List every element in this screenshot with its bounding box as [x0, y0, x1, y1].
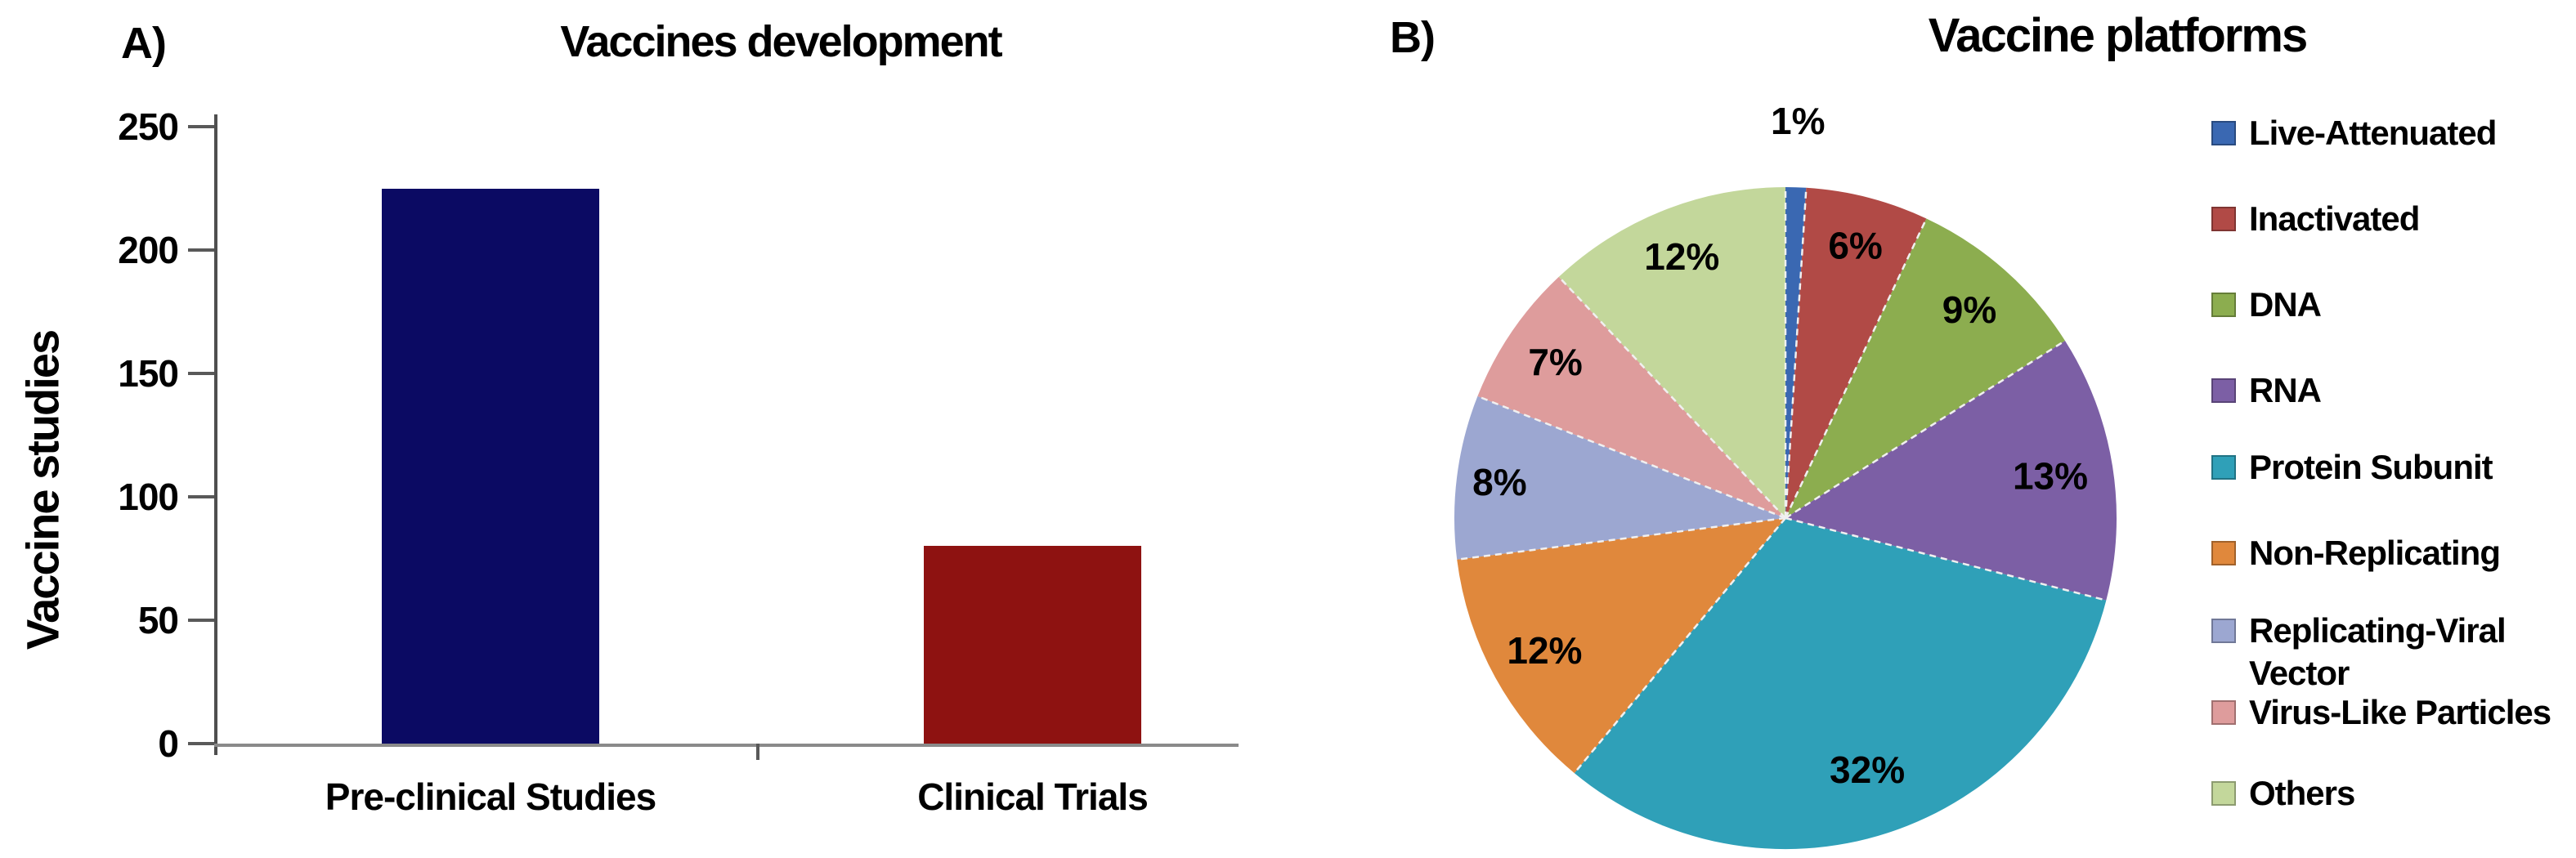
x-axis-divider-tick [756, 744, 759, 760]
pie-slice-divider [1573, 517, 1786, 774]
legend-label: Non-Replicating [2249, 534, 2501, 572]
legend-item: Protein Subunit [2211, 446, 2571, 489]
pie-slice-divider [1785, 339, 2066, 520]
legend-item: Replicating-Viral Vector [2211, 610, 2571, 695]
legend-color-swatch-icon [2211, 541, 2236, 565]
legend-label: Replicating-Viral Vector [2249, 611, 2507, 692]
y-axis-tick-label: 0 [158, 722, 179, 765]
legend-color-swatch-icon [2211, 121, 2236, 145]
legend-item: Live-Attenuated [2211, 112, 2571, 154]
pie-slice-inactivated [1785, 187, 1927, 519]
pie-slice-divider [1784, 217, 1928, 519]
bar-chart: 0 50 100 150 200 250 Pre-clinical Studies Clini… [118, 105, 1239, 818]
pie-slice-label: 12% [1507, 629, 1582, 672]
legend-color-swatch-icon [2211, 378, 2236, 403]
x-axis-line [214, 744, 1239, 747]
y-axis-tick-label: 200 [118, 229, 179, 271]
pie-chart-title: Vaccine platforms [1928, 9, 2308, 62]
y-axis-tick [188, 372, 214, 375]
legend-item: Others [2211, 772, 2571, 815]
legend-color-swatch-icon [2211, 207, 2236, 231]
legend-label: Virus-Like Particles [2249, 693, 2551, 731]
panel-a-label: A) [121, 19, 167, 68]
pie-slice-label: 9% [1942, 288, 1996, 331]
pie-slice-non-replicating [1457, 518, 1785, 774]
pie-slice-label: 12% [1644, 235, 1719, 278]
legend-color-swatch-icon [2211, 619, 2236, 643]
pie-slice-virus-like-particles [1477, 276, 1785, 518]
bar-chart-title: Vaccines development [560, 17, 1002, 66]
legend-label: Live-Attenuated [2249, 114, 2497, 152]
pie-slice-label: 6% [1828, 225, 1882, 267]
pie-slice-label: 13% [2013, 455, 2088, 498]
pie-slice-protein-subunit [1574, 518, 2107, 850]
pie-chart: 1% 6% 9% 13% 32% 12% 8% 7% 12% [1454, 100, 2117, 850]
y-axis-tick [188, 125, 214, 128]
pie-slice-divider [1457, 516, 1786, 561]
legend-item: DNA [2211, 284, 2571, 326]
y-axis-tick-label: 50 [137, 599, 179, 641]
pie-slice-label: 32% [1830, 749, 1905, 791]
y-axis-tick-label: 100 [118, 476, 179, 518]
legend-label: RNA [2249, 371, 2322, 409]
y-axis-tick-label: 150 [118, 352, 179, 395]
legend-item: Inactivated [2211, 198, 2571, 240]
pie-legend: Live-Attenuated Inactivated DNA RNA Protein … [2211, 98, 2576, 858]
bar-clinical-trials [924, 546, 1141, 744]
pie-slice-dna [1785, 218, 2065, 518]
legend-item: Virus-Like Particles [2211, 691, 2571, 734]
legend-color-swatch-icon [2211, 700, 2236, 725]
panel-b-label: B) [1390, 13, 1436, 62]
legend-item: Non-Replicating [2211, 532, 2571, 574]
y-axis-tick [188, 248, 214, 252]
pie-slice-label: 7% [1528, 341, 1582, 383]
pie-slice-others [1558, 187, 1785, 518]
pie-slice-divider [1785, 516, 2107, 601]
legend-label: Inactivated [2249, 199, 2420, 238]
pie-slice-rna [1785, 341, 2117, 601]
pie-slice-divider [1476, 395, 1786, 520]
y-axis-tick [188, 742, 214, 745]
bar-pre-clinical [382, 188, 599, 744]
y-axis-line [214, 114, 217, 755]
pie-slice-divider [1557, 275, 1786, 519]
y-axis-tick [188, 619, 214, 622]
pie-slice-divider [1784, 187, 1808, 519]
legend-color-swatch-icon [2211, 781, 2236, 806]
pie-slice-label: 1% [1771, 100, 1825, 142]
x-category-label: Clinical Trials [917, 775, 1149, 818]
legend-color-swatch-icon [2211, 293, 2236, 317]
y-axis-tick [188, 495, 214, 498]
legend-label: Others [2249, 774, 2355, 812]
y-axis-tick-label: 250 [118, 105, 179, 148]
legend-label: Protein Subunit [2249, 448, 2493, 486]
legend-label: DNA [2249, 285, 2322, 324]
pie-slice-replicating-viral-vector [1454, 395, 1785, 560]
legend-color-swatch-icon [2211, 455, 2236, 480]
pie-slice-label: 8% [1472, 461, 1526, 503]
legend-item: RNA [2211, 369, 2571, 412]
x-category-label: Pre-clinical Studies [325, 775, 656, 818]
